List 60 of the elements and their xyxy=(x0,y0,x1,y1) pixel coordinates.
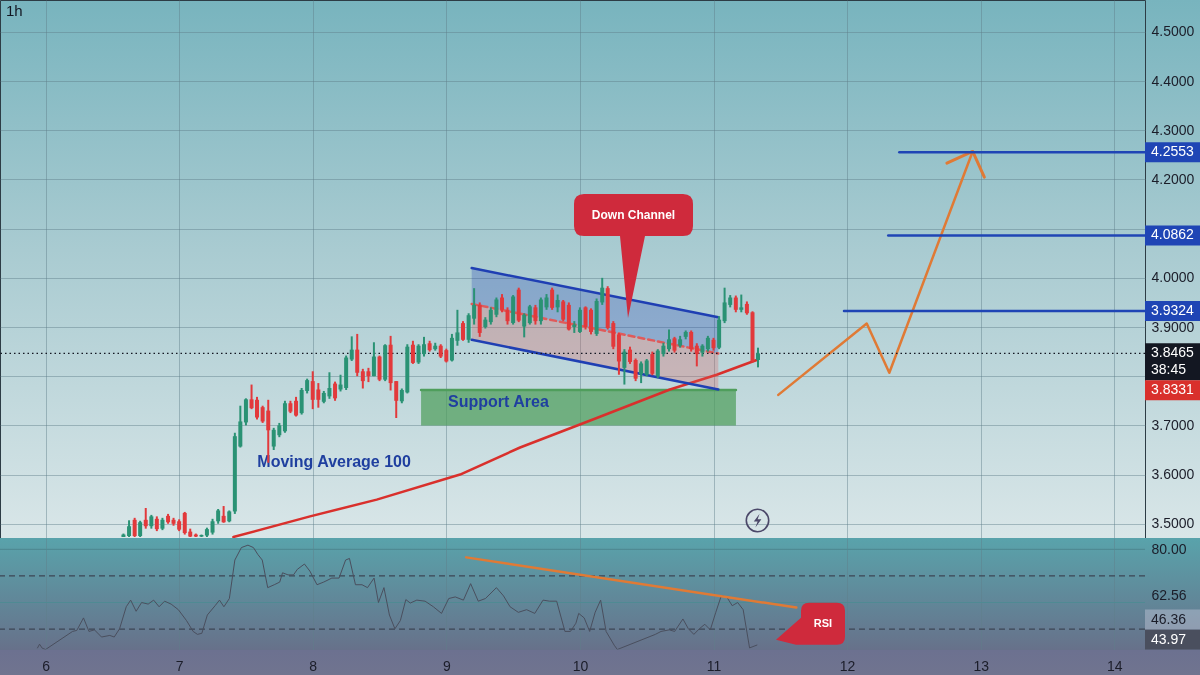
text: 46.36 xyxy=(1151,610,1187,627)
y-tick-label: 80.00 xyxy=(1151,540,1187,557)
x-tick-label: 10 xyxy=(572,658,589,674)
candlestick xyxy=(243,397,248,427)
data-label: 4.2553 xyxy=(1151,143,1195,160)
text: 43.97 xyxy=(1151,630,1187,647)
candlestick xyxy=(461,320,466,342)
text: 3.8331 xyxy=(1151,381,1195,398)
y-tick-label: 3.6000 xyxy=(1151,466,1195,483)
x-tick-label: 8 xyxy=(309,658,318,674)
candlestick xyxy=(633,357,638,383)
candlestick xyxy=(371,341,376,378)
candlestick xyxy=(755,346,760,369)
y-tick-label: 4.2000 xyxy=(1151,171,1195,187)
x-tick-label: 12 xyxy=(839,658,856,674)
x-tick-label: 9 xyxy=(442,658,451,674)
x-tick-label: 11 xyxy=(706,658,722,674)
candlestick xyxy=(143,507,148,530)
candlestick xyxy=(550,286,555,311)
annotation: RSI xyxy=(813,616,833,629)
y-tick-label: 4.3000 xyxy=(1151,121,1195,138)
candlestick xyxy=(561,298,566,323)
y-tick-label: 4.0000 xyxy=(1151,269,1195,286)
y-tick-label: 4.5000 xyxy=(1151,23,1195,40)
candlestick xyxy=(622,348,627,386)
candlestick xyxy=(333,380,338,402)
candlestick xyxy=(694,342,699,368)
x-tick-label: 14 xyxy=(1106,658,1123,674)
candlestick xyxy=(377,354,382,383)
candlestick xyxy=(538,296,543,326)
y-tick-label: 3.5000 xyxy=(1151,515,1195,532)
candlestick xyxy=(667,328,672,353)
annotation: Moving Average 100 xyxy=(257,453,411,471)
x-tick-label: 13 xyxy=(973,658,990,674)
candlestick xyxy=(132,516,137,538)
data-label: 4.0862 xyxy=(1151,226,1195,243)
candlestick xyxy=(294,395,299,418)
candlestick xyxy=(349,335,354,362)
text: 38:45 xyxy=(1151,361,1187,378)
candlestick xyxy=(410,339,415,365)
candlestick xyxy=(533,303,538,326)
candlestick xyxy=(650,350,655,377)
candlestick xyxy=(577,306,582,334)
ref-line-label: 3.8465 xyxy=(1151,344,1195,361)
candlestick xyxy=(355,332,360,378)
y-tick-label: 3.7000 xyxy=(1151,416,1195,433)
candlestick xyxy=(522,312,527,339)
y-tick-label: 62.56 xyxy=(1151,587,1187,604)
candlestick xyxy=(527,303,532,326)
x-tick-label: 7 xyxy=(175,658,184,674)
x-tick-label: 6 xyxy=(42,658,51,674)
candlestick xyxy=(689,329,694,353)
y-tick-label: 3.9000 xyxy=(1151,318,1195,335)
chart-title: 1h xyxy=(6,2,23,19)
data-label: 3.9324 xyxy=(1151,302,1195,319)
candlestick xyxy=(639,360,644,385)
series-label: Support Area xyxy=(448,392,549,410)
y-tick-label: 4.4000 xyxy=(1151,72,1195,89)
candlestick xyxy=(500,293,505,314)
annotation: Down Channel xyxy=(591,208,676,222)
